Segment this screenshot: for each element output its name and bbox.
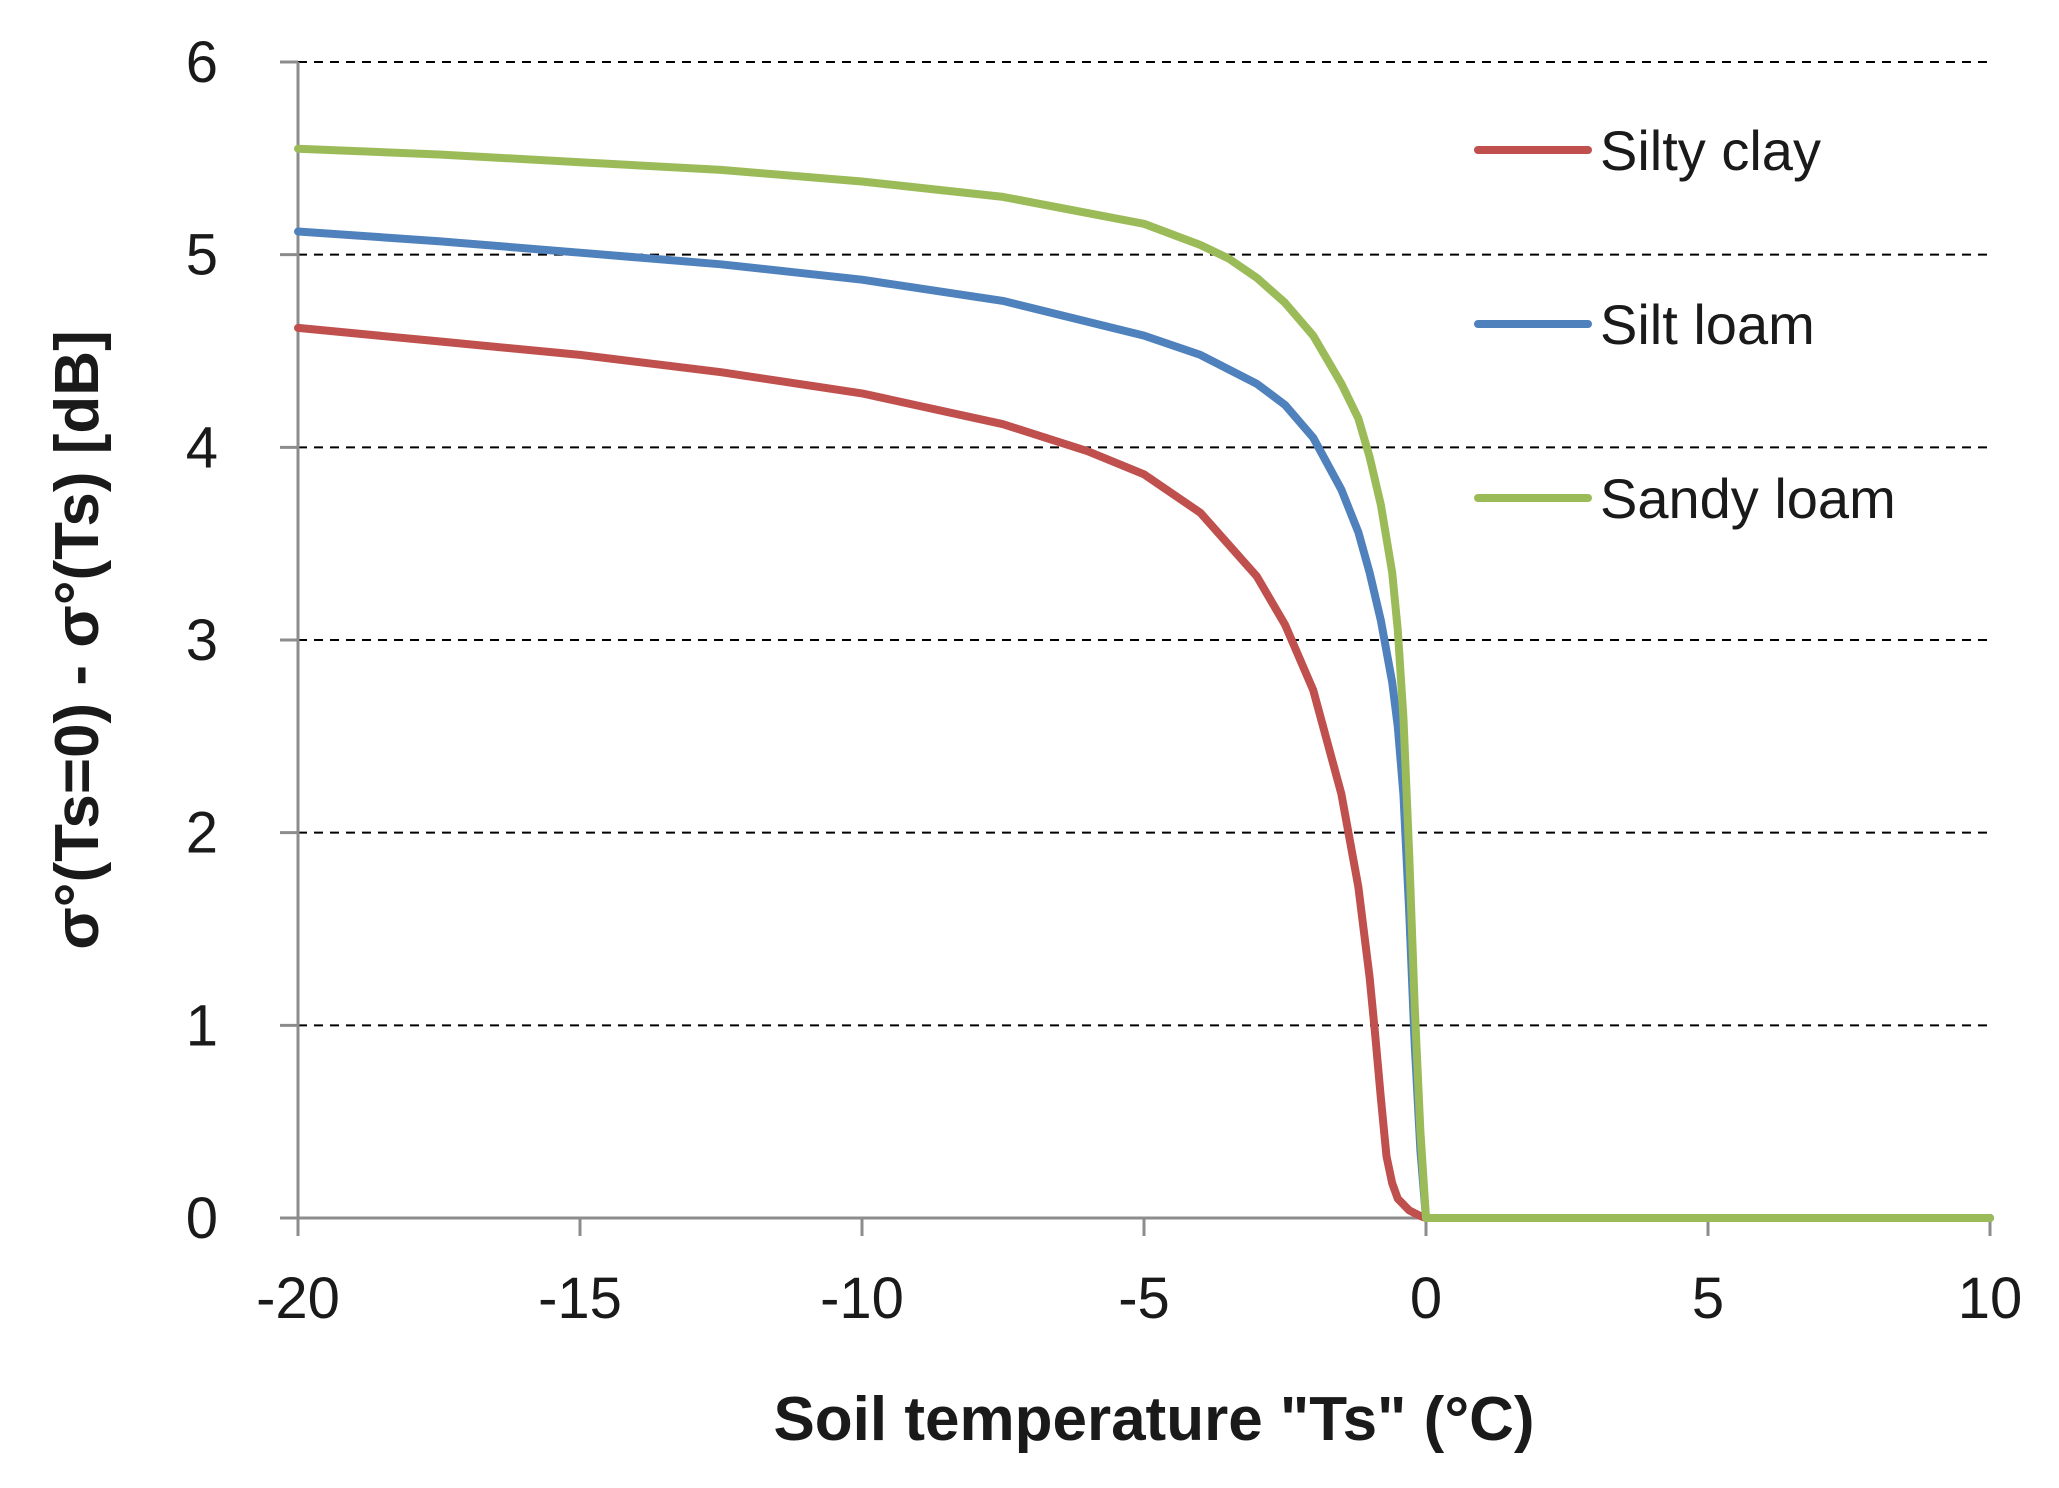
series-lines (294, 144, 1994, 1222)
x-axis-title: Soil temperature "Ts" (°C) (773, 1385, 1534, 1454)
series-line-sandy-loam (294, 144, 1994, 1222)
x-tick-label: 10 (1958, 1266, 2023, 1331)
legend-label-sandy-loam: Sandy loam (1600, 467, 1896, 530)
series-line-silt-loam (294, 227, 1994, 1222)
x-tick-label: -10 (820, 1266, 904, 1331)
x-tick-label: 5 (1692, 1266, 1724, 1331)
y-tick-label: 1 (186, 993, 218, 1058)
x-tick-label: -5 (1118, 1266, 1170, 1331)
x-tick-label: -20 (256, 1266, 340, 1331)
x-tick-label: -15 (538, 1266, 622, 1331)
y-tick-label: 6 (186, 30, 218, 95)
y-axis-title: σ°(Ts=0) - σ°(Ts) [dB] (43, 330, 112, 949)
y-tick-label: 5 (186, 223, 218, 288)
legend-label-silty-clay: Silty clay (1600, 119, 1821, 182)
y-tick-label: 3 (186, 608, 218, 673)
legend: Silty clay Silt loam Sandy loam (1474, 119, 1896, 530)
gridlines (298, 61, 1990, 1027)
y-ticks: 0 1 2 3 4 5 6 (186, 30, 298, 1251)
y-tick-label: 4 (186, 415, 218, 480)
y-tick-label: 2 (186, 801, 218, 866)
y-tick-label: 0 (186, 1186, 218, 1251)
x-ticks: -20 -15 -10 -5 0 5 10 (256, 1218, 2022, 1331)
legend-label-silt-loam: Silt loam (1600, 293, 1815, 356)
series-line-silty-clay (294, 323, 1994, 1222)
x-tick-label: 0 (1410, 1266, 1442, 1331)
